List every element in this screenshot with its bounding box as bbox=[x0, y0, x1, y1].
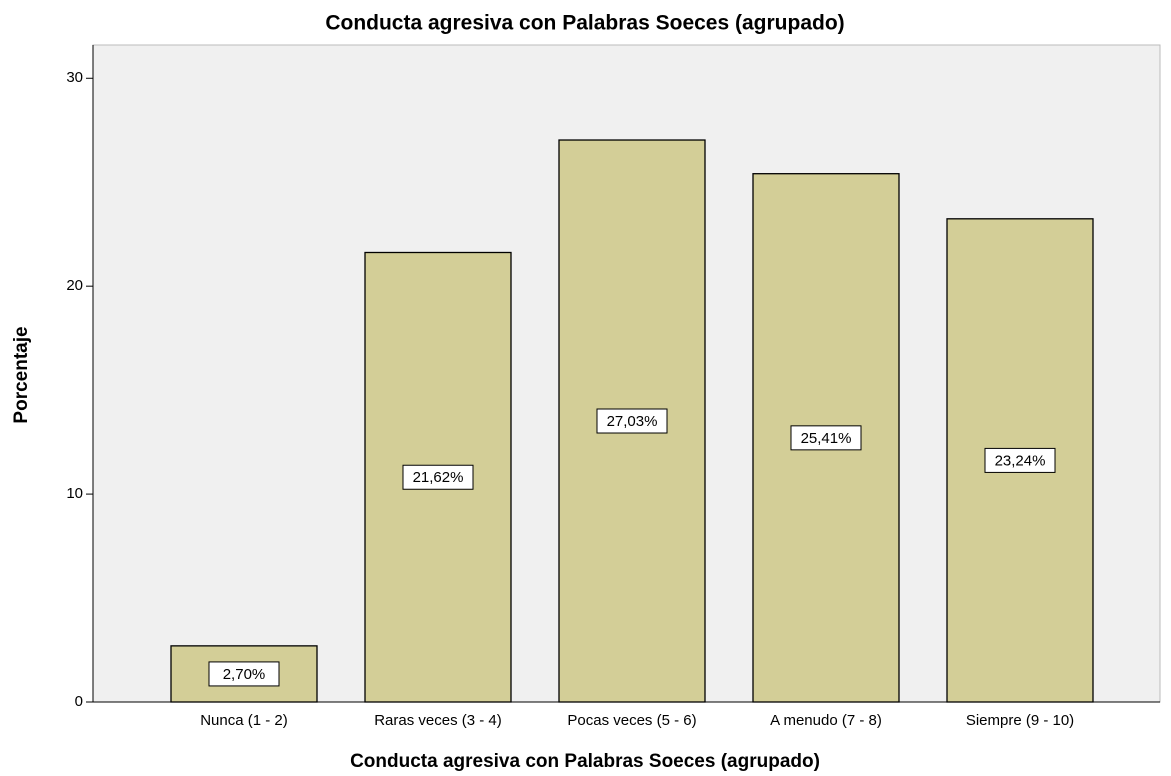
value-label-box bbox=[402, 464, 474, 490]
value-label: 27,03% bbox=[607, 413, 658, 430]
x-tick-label: Siempre (9 - 10) bbox=[966, 712, 1074, 729]
y-tick-label: 30 bbox=[66, 69, 83, 86]
value-label: 25,41% bbox=[801, 430, 852, 447]
value-label: 23,24% bbox=[995, 452, 1046, 469]
x-tick-label: A menudo (7 - 8) bbox=[770, 712, 882, 729]
value-label-box bbox=[984, 447, 1056, 473]
x-tick-label: Raras veces (3 - 4) bbox=[374, 712, 502, 729]
y-tick-label: 20 bbox=[66, 277, 83, 294]
y-tick-label: 0 bbox=[75, 693, 83, 710]
y-axis-title: Porcentaje bbox=[11, 326, 32, 423]
value-label-box bbox=[596, 408, 668, 434]
value-label-box bbox=[790, 425, 862, 451]
x-axis-title: Conducta agresiva con Palabras Soeces (a… bbox=[350, 751, 820, 772]
value-label: 21,62% bbox=[413, 469, 464, 486]
chart-title: Conducta agresiva con Palabras Soeces (a… bbox=[325, 12, 844, 35]
value-label: 2,70% bbox=[223, 666, 266, 683]
x-tick-label: Pocas veces (5 - 6) bbox=[567, 712, 696, 729]
value-label-box bbox=[208, 661, 280, 687]
y-tick-label: 10 bbox=[66, 485, 83, 502]
x-tick-label: Nunca (1 - 2) bbox=[200, 712, 288, 729]
